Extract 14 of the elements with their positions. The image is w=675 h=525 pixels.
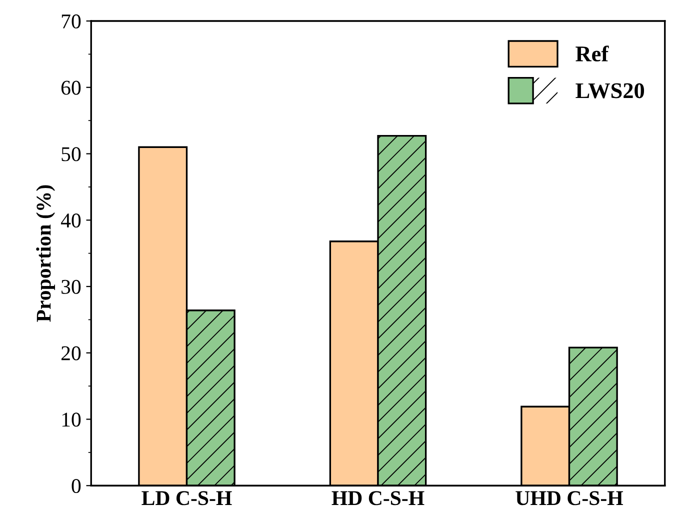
legend-label: LWS20	[576, 83, 644, 98]
y-axis-title: Proportion (%)	[36, 185, 56, 322]
y-tick-label: 60	[61, 80, 81, 95]
y-tick-label: 30	[62, 280, 81, 294]
x-tick-label: LD C-S-H	[142, 491, 232, 506]
y-tick-label: 10	[62, 412, 81, 427]
y-tick-label: 40	[60, 214, 81, 228]
y-tick-label: 0	[72, 479, 81, 494]
x-tick-label: UHD C-S-H	[516, 491, 624, 506]
y-tick-label: 20	[61, 346, 81, 360]
legend-label: Ref	[576, 46, 609, 62]
y-tick-label: 50	[62, 147, 81, 162]
y-tick-label: 70	[62, 14, 81, 28]
x-tick-label: HD C-S-H	[332, 491, 424, 506]
